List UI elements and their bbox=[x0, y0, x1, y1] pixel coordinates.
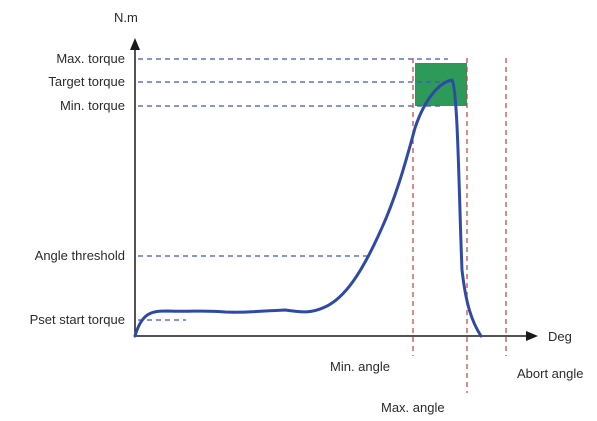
torque-guides bbox=[138, 58, 450, 321]
min-torque-label: Min. torque bbox=[60, 98, 125, 113]
x-axis-unit-label: Deg bbox=[548, 329, 572, 344]
y-axis-unit-label: N.m bbox=[114, 10, 138, 25]
x-axis-arrow bbox=[526, 331, 538, 341]
min-angle-label: Min. angle bbox=[330, 359, 390, 374]
angle-threshold-label: Angle threshold bbox=[35, 248, 125, 263]
axes bbox=[134, 46, 528, 337]
torque-curve bbox=[133, 78, 483, 338]
max-torque-label: Max. torque bbox=[56, 51, 125, 66]
max-angle-label: Max. angle bbox=[381, 400, 445, 415]
pset-start-torque-label: Pset start torque bbox=[30, 312, 125, 327]
abort-angle-label: Abort angle bbox=[517, 366, 584, 381]
target-torque-label: Target torque bbox=[48, 74, 125, 89]
angle-guides bbox=[412, 58, 507, 393]
y-axis-arrow bbox=[130, 38, 140, 50]
